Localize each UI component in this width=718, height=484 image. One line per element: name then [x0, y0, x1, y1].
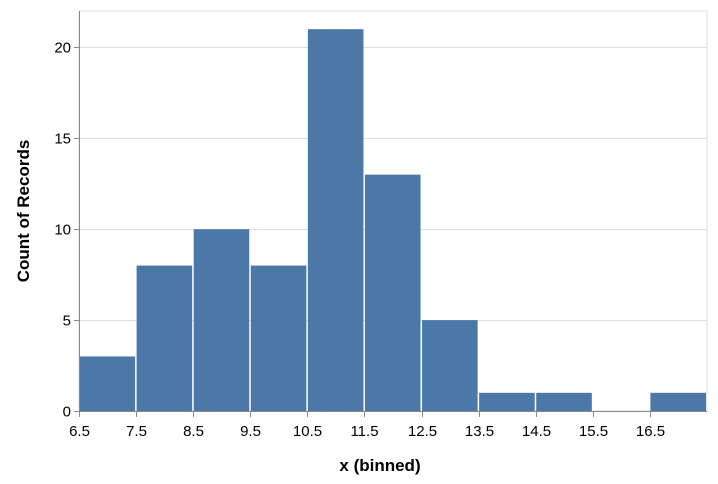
y-tick-label: 5 [63, 313, 71, 330]
y-axis-title: Count of Records [14, 140, 33, 283]
x-tick-label: 13.5 [465, 423, 494, 440]
x-tick-label: 16.5 [636, 423, 665, 440]
histogram-bar [307, 29, 364, 411]
histogram-bar [193, 229, 250, 411]
x-tick-label: 9.5 [240, 423, 261, 440]
histogram-bar [136, 265, 193, 411]
y-tick-label: 10 [54, 222, 71, 239]
histogram-bar [364, 174, 421, 411]
histogram-bar [79, 356, 136, 411]
histogram-bar [422, 320, 478, 411]
y-tick-label: 15 [54, 131, 71, 148]
x-tick-label: 14.5 [522, 423, 551, 440]
y-tick-label: 20 [54, 40, 71, 57]
histogram-bar [536, 392, 592, 411]
x-tick-label: 10.5 [293, 423, 322, 440]
histogram-bar [250, 265, 307, 411]
x-tick-label: 15.5 [579, 423, 608, 440]
histogram-bar [479, 392, 535, 411]
histogram-bar [650, 392, 706, 411]
x-tick-label: 8.5 [183, 423, 204, 440]
x-tick-label: 6.5 [69, 423, 90, 440]
x-axis-ticks: 6.5 7.5 8.5 9.5 10.5 11.5 12.5 13.5 14.5 15.5 16.5 [69, 411, 665, 440]
x-tick-label: 7.5 [126, 423, 147, 440]
y-axis-ticks: 0 5 10 15 20 [54, 40, 79, 421]
x-tick-label: 12.5 [408, 423, 437, 440]
x-axis-title: x (binned) [339, 456, 420, 475]
axes [79, 11, 707, 412]
bars [79, 29, 706, 411]
x-tick-label: 11.5 [350, 423, 378, 440]
y-tick-label: 0 [63, 404, 71, 421]
